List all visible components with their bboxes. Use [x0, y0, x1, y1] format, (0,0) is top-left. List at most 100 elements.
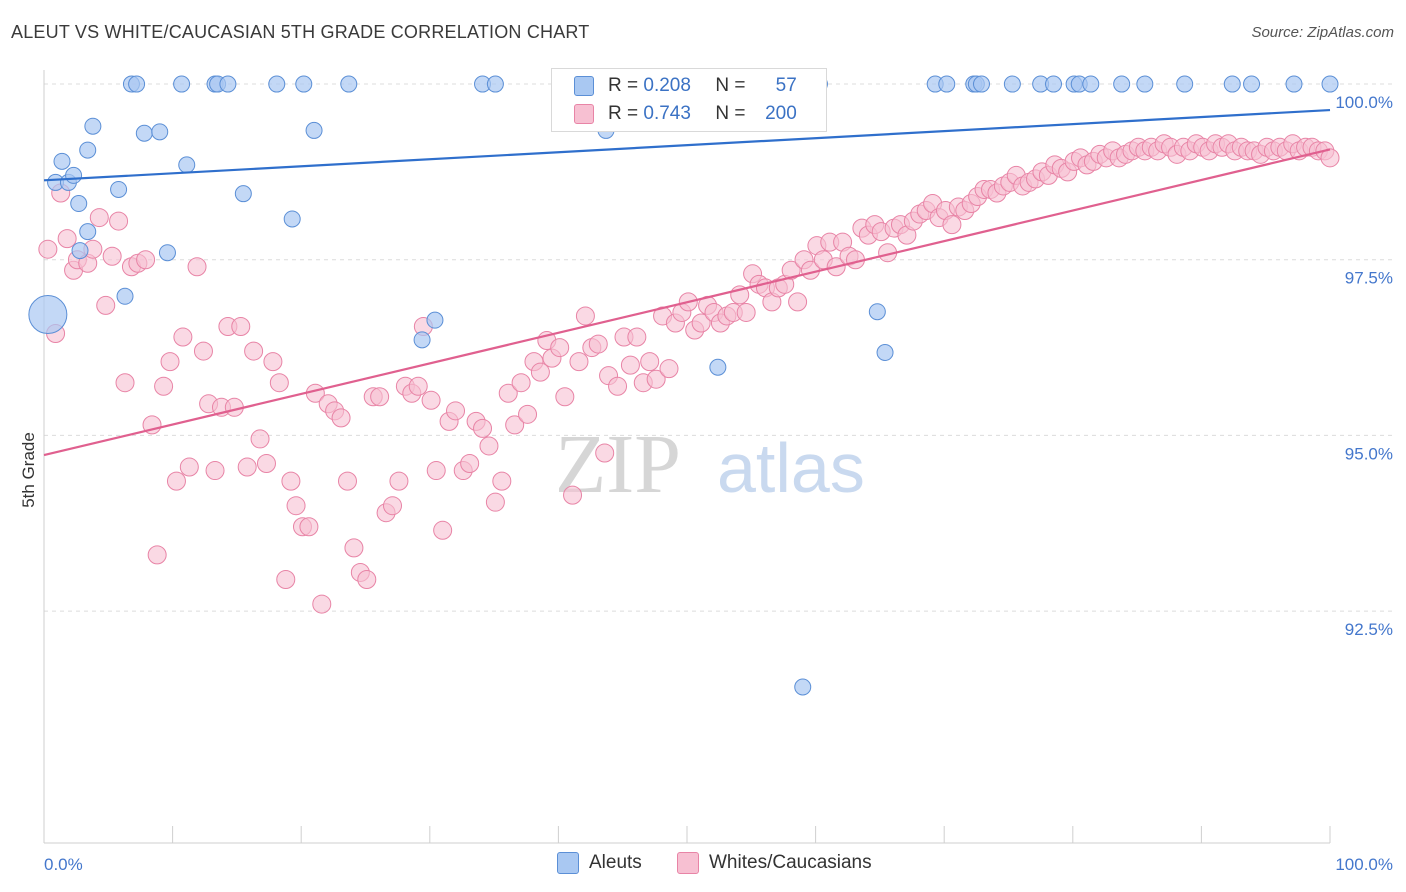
white-point: [269, 373, 289, 393]
white-point: [286, 496, 306, 516]
white-point: [389, 471, 409, 491]
white-point: [237, 457, 257, 477]
aleut-point: [295, 75, 313, 93]
legend-item-whites[interactable]: Whites/Caucasians: [677, 852, 872, 874]
aleut-point: [71, 242, 89, 260]
white-point: [109, 211, 129, 231]
aleut-point: [65, 166, 83, 184]
r-value: 0.208: [643, 75, 691, 96]
white-point: [518, 404, 538, 424]
aleut-point: [219, 75, 237, 93]
white-point: [555, 387, 575, 407]
white-point: [691, 313, 711, 333]
white-point: [421, 390, 441, 410]
white-point: [498, 383, 518, 403]
stats-legend: R = 0.208 N = 57 R = 0.743 N = 200: [551, 68, 827, 132]
aleut-point: [1082, 75, 1100, 93]
aleut-point: [110, 180, 128, 198]
white-point: [595, 443, 615, 463]
white-point: [96, 295, 116, 315]
white-point: [205, 461, 225, 481]
aleut-point: [283, 210, 301, 228]
trend-line-aleuts: [43, 108, 1331, 182]
aleut-point: [128, 75, 146, 93]
aleut-point: [868, 303, 886, 321]
aleut-point: [876, 343, 894, 361]
white-point: [575, 306, 595, 326]
legend-item-aleuts[interactable]: Aleuts: [557, 852, 642, 874]
aleut-point: [53, 152, 71, 170]
n-value: 200: [765, 103, 797, 124]
white-point: [193, 341, 213, 361]
aleut-point: [268, 75, 286, 93]
aleut-point: [413, 331, 431, 349]
white-point: [299, 517, 319, 537]
source-label: Source: ZipAtlas.com: [1251, 24, 1394, 41]
aleut-point: [151, 123, 169, 141]
aleut-point: [340, 75, 358, 93]
watermark: ZIP atlas: [555, 418, 865, 511]
white-point: [89, 208, 109, 228]
aleut-point: [1223, 75, 1241, 93]
aleut-point: [79, 223, 97, 241]
aleut-point: [486, 75, 504, 93]
white-point: [433, 520, 453, 540]
aleut-point: [1285, 75, 1303, 93]
white-point: [38, 239, 58, 259]
white-point: [331, 408, 351, 428]
white-point: [736, 302, 756, 322]
aleut-point: [116, 287, 134, 305]
white-point: [942, 215, 962, 235]
white-point: [231, 316, 251, 336]
aleut-point: [173, 75, 191, 93]
aleut-point: [70, 195, 88, 213]
trend-line-whites: [43, 148, 1331, 457]
white-point: [640, 352, 660, 372]
white-point: [370, 387, 390, 407]
aleut-point: [1003, 75, 1021, 93]
aleut-point: [1045, 75, 1063, 93]
white-point: [781, 260, 801, 280]
whites-swatch: [677, 852, 699, 874]
white-point: [788, 292, 808, 312]
white-point: [312, 594, 332, 614]
white-point: [426, 461, 446, 481]
r-label: R =: [608, 75, 639, 96]
aleut-point: [1136, 75, 1154, 93]
white-point: [627, 327, 647, 347]
white-point: [383, 496, 403, 516]
white-point: [160, 352, 180, 372]
legend-label-aleuts: Aleuts: [589, 852, 642, 873]
white-point: [659, 359, 679, 379]
aleuts-swatch: [574, 76, 594, 96]
white-point: [136, 250, 156, 270]
white-point: [276, 569, 296, 589]
legend-label-whites: Whites/Caucasians: [709, 852, 872, 873]
white-point: [569, 352, 589, 372]
white-point: [102, 246, 122, 266]
series-legend: Aleuts Whites/Caucasians: [0, 852, 1406, 878]
y-axis-label: 5th Grade: [19, 432, 38, 508]
white-point: [620, 355, 640, 375]
white-point: [646, 369, 666, 389]
white-point: [588, 334, 608, 354]
white-point: [344, 538, 364, 558]
y-tick-label: 97.5%: [1345, 269, 1393, 288]
aleut-point: [305, 121, 323, 139]
white-point: [115, 373, 135, 393]
aleut-point: [79, 141, 97, 159]
aleut-point: [1321, 75, 1339, 93]
trend-lines: [43, 108, 1331, 457]
y-tick-label: 95.0%: [1345, 444, 1393, 463]
white-point: [473, 418, 493, 438]
x-tick-label-max: 100.0%: [1335, 855, 1393, 874]
series-aleuts-points: [28, 75, 1339, 696]
white-point: [408, 376, 428, 396]
aleut-point: [135, 124, 153, 142]
white-point: [57, 229, 77, 249]
tick-labels: 92.5% 95.0% 97.5% 100.0% 0.0% 100.0%: [44, 93, 1393, 874]
y-tick-label: 100.0%: [1335, 93, 1393, 112]
aleut-point: [426, 311, 444, 329]
aleut-point: [158, 244, 176, 262]
